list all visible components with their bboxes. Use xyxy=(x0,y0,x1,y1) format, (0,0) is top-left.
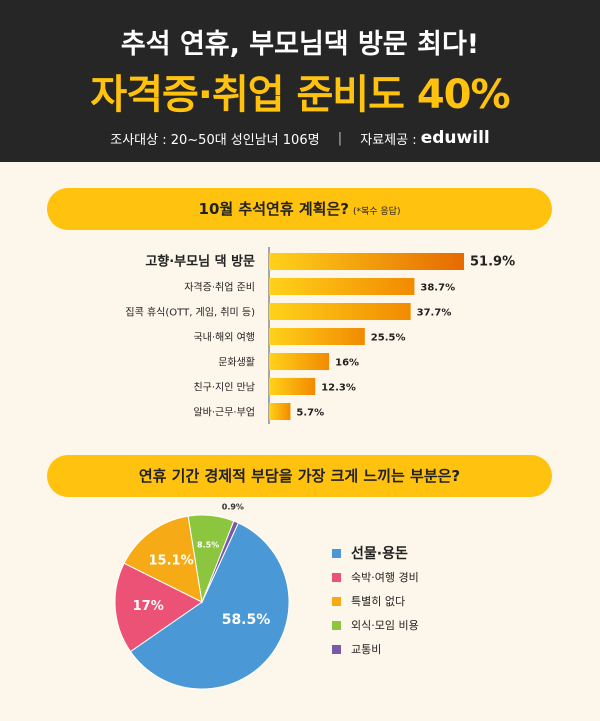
section1-title-pill: 10월 추석연휴 계획은? (*복수 응답) xyxy=(47,188,552,230)
legend-label: 선물·용돈 xyxy=(351,546,408,562)
bar-category-label: 자격증·취업 준비 xyxy=(184,281,255,294)
bar xyxy=(269,378,316,395)
bar-category-label: 알바·근무·부업 xyxy=(193,406,255,419)
bar xyxy=(269,278,415,295)
legend-swatch xyxy=(332,548,341,558)
source-label: 자료제공 : xyxy=(360,132,417,148)
bar xyxy=(269,303,411,320)
legend-swatch xyxy=(332,596,341,606)
legend-label: 특별히 없다 xyxy=(351,595,406,608)
pie-chart: 58.5% 17% 15.1%8.5% 0.9% xyxy=(114,502,290,690)
bar-category-label: 국내·해외 여행 xyxy=(193,331,255,344)
section1-title: 10월 추석연휴 계획은? xyxy=(198,200,349,218)
bar-value-label: 38.7% xyxy=(420,283,455,294)
legend-item: 숙박·여행 경비 xyxy=(332,565,419,589)
bar-chart: 고향·부모님 댁 방문 51.9% 자격증·취업 준비 38.7% 집콕 휴식(OTT,… xyxy=(125,247,515,424)
legend-label: 교통비 xyxy=(351,643,382,656)
bar-value-label: 16% xyxy=(335,358,359,369)
bar-value-label: 37.7% xyxy=(417,308,452,319)
legend-swatch xyxy=(332,644,341,654)
sub-headline: 자격증·취업 준비도 40% xyxy=(90,72,510,118)
pie-slice xyxy=(129,522,290,690)
bar-value-label: 51.9% xyxy=(470,255,515,270)
legend-item: 특별히 없다 xyxy=(332,589,419,613)
bar-value-label: 5.7% xyxy=(296,408,324,419)
pie-slice xyxy=(114,562,203,653)
bar xyxy=(269,403,291,420)
bar xyxy=(269,353,330,370)
legend-item: 교통비 xyxy=(332,637,419,661)
meta-separator: | xyxy=(337,130,343,146)
legend-label: 외식·모임 비용 xyxy=(351,619,419,632)
survey-meta: 조사대상 : 20~50대 성인남녀 106명 | 자료제공 : eduwill xyxy=(0,128,600,148)
legend-swatch xyxy=(332,620,341,630)
bar-category-label: 문화생활 xyxy=(218,356,255,369)
pie-value-label: 58.5% xyxy=(222,612,271,628)
pie-value-label: 0.9% xyxy=(222,502,244,511)
legend-item: 외식·모임 비용 xyxy=(332,613,419,637)
legend-item: 선물·용돈 xyxy=(332,541,419,565)
pie-value-label: 8.5% xyxy=(197,541,219,550)
pie-value-label: 17% xyxy=(133,599,164,614)
bar-category-label: 집콕 휴식(OTT, 게임, 취미 등) xyxy=(125,306,255,319)
pie-slice xyxy=(201,520,239,603)
section2-title-pill: 연휴 기간 경제적 부담을 가장 크게 느끼는 부분은? xyxy=(47,455,552,497)
bar-value-label: 12.3% xyxy=(321,383,356,394)
brand-logo: eduwill xyxy=(420,128,490,148)
header-banner: 추석 연휴, 부모님댁 방문 최다! 자격증·취업 준비도 40% 조사대상 :… xyxy=(0,0,600,162)
bar xyxy=(269,328,365,345)
legend-label: 숙박·여행 경비 xyxy=(351,571,419,584)
section2-title: 연휴 기간 경제적 부담을 가장 크게 느끼는 부분은? xyxy=(138,467,461,485)
pie-value-label: 15.1% xyxy=(149,553,194,568)
section1-note: (*복수 응답) xyxy=(352,207,401,217)
bar-category-label: 고향·부모님 댁 방문 xyxy=(145,254,255,270)
headline: 추석 연휴, 부모님댁 방문 최다! xyxy=(120,29,480,60)
survey-target: 조사대상 : 20~50대 성인남녀 106명 xyxy=(110,132,320,148)
legend-swatch xyxy=(332,572,341,582)
bar-value-label: 25.5% xyxy=(371,333,406,344)
bar xyxy=(269,253,464,270)
pie-slice xyxy=(123,515,203,603)
bar-category-label: 친구·지인 만남 xyxy=(193,382,255,394)
